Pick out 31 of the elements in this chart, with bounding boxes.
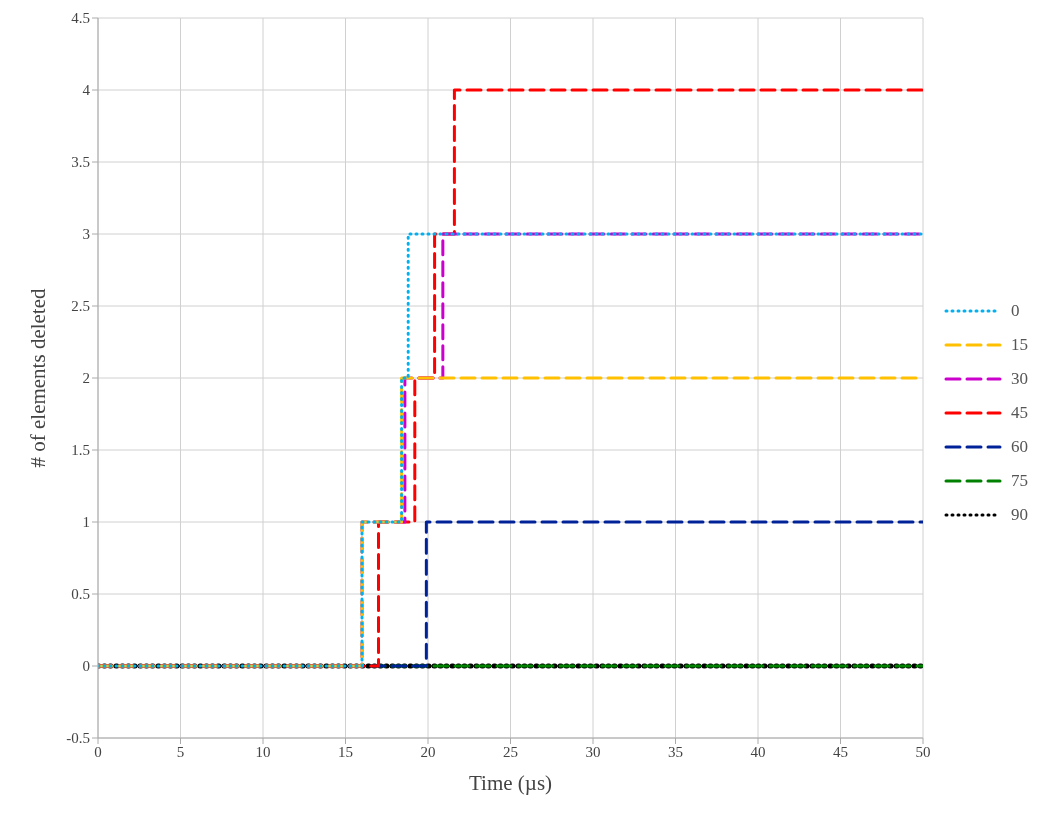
- legend-label: 60: [1011, 437, 1028, 457]
- y-tick-label: 3.5: [71, 154, 90, 171]
- y-axis-title: # of elements deleted: [26, 288, 51, 468]
- y-tick-label: 3: [82, 226, 90, 243]
- x-tick-label: 20: [420, 743, 436, 760]
- x-tick-label: 10: [255, 743, 271, 760]
- y-tick-label: 1.5: [71, 442, 90, 459]
- legend-label: 15: [1011, 335, 1028, 355]
- y-tick-label: 1: [82, 514, 90, 531]
- x-tick-label: 30: [585, 743, 601, 760]
- x-tick-label: 15: [338, 743, 353, 760]
- y-tick-label: 4: [82, 82, 91, 99]
- y-tick-label: -0.5: [66, 730, 90, 747]
- legend-label: 90: [1011, 505, 1028, 525]
- legend-label: 30: [1011, 369, 1028, 389]
- y-tick-label: 2.5: [71, 298, 90, 315]
- y-tick-label: 2: [82, 370, 90, 387]
- x-tick-label: 25: [503, 743, 518, 760]
- x-tick-label: 50: [915, 743, 931, 760]
- x-tick-label: 40: [750, 743, 766, 760]
- x-tick-label: 0: [94, 743, 102, 760]
- legend-label: 75: [1011, 471, 1028, 491]
- x-tick-label: 45: [833, 743, 848, 760]
- legend-label: 45: [1011, 403, 1028, 423]
- y-tick-label: 0: [82, 658, 90, 675]
- legend-label: 0: [1011, 301, 1020, 321]
- x-axis-title: Time (µs): [468, 771, 553, 795]
- x-tick-label: 35: [668, 743, 683, 760]
- y-tick-label: 4.5: [71, 10, 90, 27]
- x-tick-label: 5: [176, 743, 185, 760]
- y-tick-label: 0.5: [71, 586, 90, 603]
